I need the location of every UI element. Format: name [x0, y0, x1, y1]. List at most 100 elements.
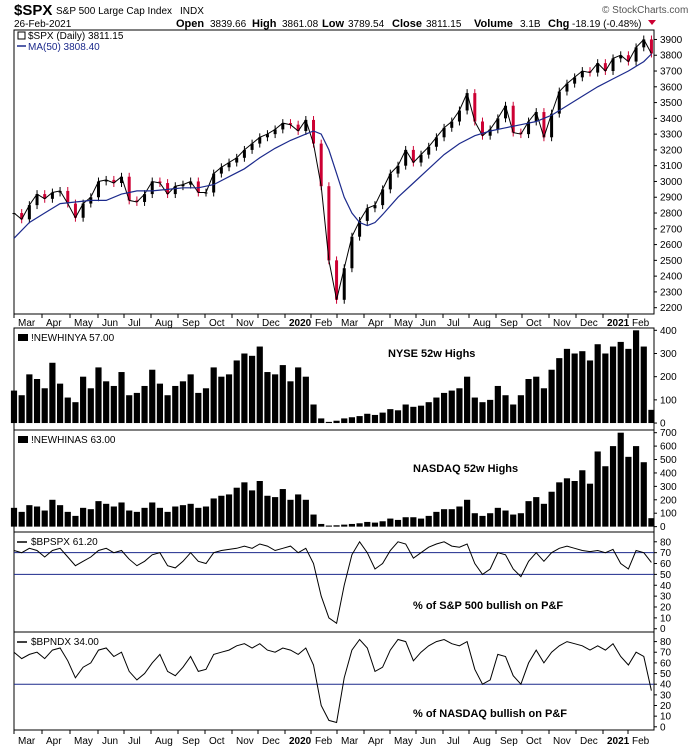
data-bar	[318, 523, 325, 527]
data-bar	[548, 491, 555, 527]
panel-label: !NEWHINYA 57.00	[31, 333, 115, 344]
price-candle	[534, 112, 538, 122]
data-bar	[56, 505, 64, 527]
x-tick-label: Dec	[580, 736, 598, 747]
panel-label: $BPSPX 61.20	[31, 537, 98, 548]
data-bar	[26, 505, 33, 527]
panel-label: !NEWHINAS 63.00	[31, 435, 116, 446]
data-bar	[310, 404, 317, 424]
price-candle	[442, 127, 446, 138]
data-bar	[525, 379, 532, 424]
data-bar	[95, 367, 102, 424]
data-bar	[118, 372, 125, 424]
data-bar	[341, 524, 348, 527]
data-bar	[26, 374, 33, 424]
data-bar	[348, 523, 356, 527]
price-candle	[550, 113, 554, 138]
price-candle	[327, 186, 331, 261]
data-bar	[433, 511, 440, 527]
data-bar	[302, 376, 309, 424]
data-bar	[494, 507, 501, 527]
price-candle	[250, 143, 254, 150]
price-candle	[150, 181, 154, 195]
data-bar	[348, 417, 356, 424]
data-bar	[402, 517, 409, 527]
data-bar	[33, 379, 41, 424]
x-tick-label: Apr	[368, 736, 384, 747]
y-tick-label: 30	[660, 690, 672, 701]
data-bar	[510, 514, 517, 527]
data-bar	[179, 505, 187, 527]
data-bar	[248, 490, 256, 527]
y-tick-label: 2400	[660, 272, 683, 283]
ma50-line	[13, 53, 652, 239]
data-bar	[95, 501, 102, 527]
data-bar	[18, 511, 25, 527]
y-tick-label: 2500	[660, 256, 683, 267]
price-candle	[603, 63, 607, 72]
data-bar	[318, 418, 325, 424]
data-bar	[456, 388, 463, 424]
data-bar	[202, 388, 210, 424]
data-bar	[218, 495, 225, 527]
data-bar	[579, 351, 586, 424]
price-candle	[634, 47, 638, 62]
price-candle	[480, 121, 484, 136]
price-candle	[265, 134, 269, 138]
x-tick-label: Sep	[182, 318, 200, 329]
y-tick-label: 400	[660, 326, 677, 337]
panel-annotation: NASDAQ 52w Highs	[413, 463, 518, 475]
data-bar	[632, 446, 640, 527]
panel-frame	[13, 29, 655, 315]
y-tick-label: 50	[660, 570, 672, 581]
data-bar	[617, 432, 624, 527]
data-bar	[302, 499, 309, 527]
price-candle	[304, 119, 308, 131]
data-bar	[586, 483, 594, 527]
data-bar	[471, 513, 478, 527]
x-tick-label: Nov	[236, 318, 254, 329]
y-tick-label: 2900	[660, 193, 683, 204]
data-bar	[64, 397, 71, 424]
data-bar	[195, 392, 202, 424]
close-label: Close	[392, 18, 422, 30]
data-bar	[80, 507, 87, 527]
candle-icon	[17, 31, 26, 40]
data-bar	[517, 513, 524, 527]
data-bar	[103, 381, 110, 424]
price-candle	[427, 146, 431, 155]
data-bar	[41, 388, 48, 424]
price-candle	[258, 137, 262, 144]
data-bar	[417, 518, 425, 527]
data-bar	[233, 360, 240, 424]
data-bar	[49, 362, 56, 424]
data-bar	[379, 521, 386, 527]
price-candle	[158, 181, 162, 184]
data-bar	[394, 410, 402, 424]
y-tick-label: 0	[660, 624, 666, 635]
x-tick-label: Sep	[500, 318, 518, 329]
data-bar	[310, 514, 317, 527]
y-tick-label: 80	[660, 537, 672, 548]
data-bar	[172, 385, 179, 424]
data-bar	[417, 405, 425, 424]
y-tick-label: 200	[660, 495, 677, 506]
price-candle	[66, 190, 70, 204]
data-bar	[440, 392, 448, 424]
x-tick-label: Aug	[473, 318, 491, 329]
price-candle	[565, 83, 569, 92]
y-tick-label: 10	[660, 712, 672, 723]
data-bar	[648, 409, 655, 424]
data-bar	[387, 409, 394, 424]
data-bar	[448, 390, 455, 424]
y-tick-label: 2200	[660, 303, 683, 314]
data-bar	[494, 385, 501, 424]
price-candle	[296, 124, 300, 131]
data-bar	[187, 374, 194, 424]
price-candle	[381, 189, 385, 206]
price-candle	[527, 121, 531, 135]
data-bar	[563, 478, 571, 527]
data-line	[13, 540, 652, 625]
price-candle	[73, 203, 77, 218]
